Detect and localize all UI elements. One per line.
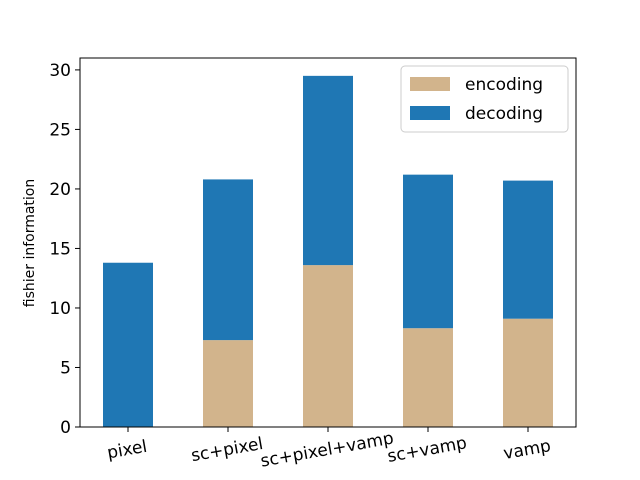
y-tick-label: 0 <box>60 418 71 438</box>
y-tick-label: 20 <box>49 180 71 200</box>
legend-label-decoding: decoding <box>465 104 543 124</box>
legend-label-encoding: encoding <box>465 75 543 95</box>
bar-decoding-sc+pixel+vamp <box>303 75 353 266</box>
legend: encoding decoding <box>400 65 569 133</box>
y-tick-label: 25 <box>49 120 71 140</box>
y-tick-label: 30 <box>49 61 71 81</box>
x-tick-label: vamp <box>502 436 553 464</box>
legend-swatch-decoding <box>410 106 450 120</box>
bar-encoding-sc+pixel <box>203 340 253 427</box>
bars-group <box>103 75 553 427</box>
bar-decoding-vamp <box>503 180 553 319</box>
x-tick-label: pixel <box>106 437 149 464</box>
y-tick-label: 5 <box>60 358 71 378</box>
y-axis: 0 5 10 15 20 25 30 <box>49 61 80 438</box>
bar-encoding-sc+vamp <box>403 328 453 427</box>
bar-encoding-sc+pixel+vamp <box>303 265 353 427</box>
bar-decoding-sc+vamp <box>403 174 453 329</box>
y-axis-label: fishier information <box>22 179 38 308</box>
x-tick-label: sc+pixel+vamp <box>259 429 395 472</box>
legend-swatch-encoding <box>410 77 450 91</box>
y-tick-label: 10 <box>49 299 71 319</box>
bar-decoding-sc+pixel <box>203 179 253 341</box>
bar-decoding-pixel <box>103 262 153 427</box>
y-tick-label: 15 <box>49 239 71 259</box>
x-tick-label: sc+pixel <box>190 434 265 466</box>
x-tick-label: sc+vamp <box>386 433 469 467</box>
bar-encoding-vamp <box>503 318 553 427</box>
